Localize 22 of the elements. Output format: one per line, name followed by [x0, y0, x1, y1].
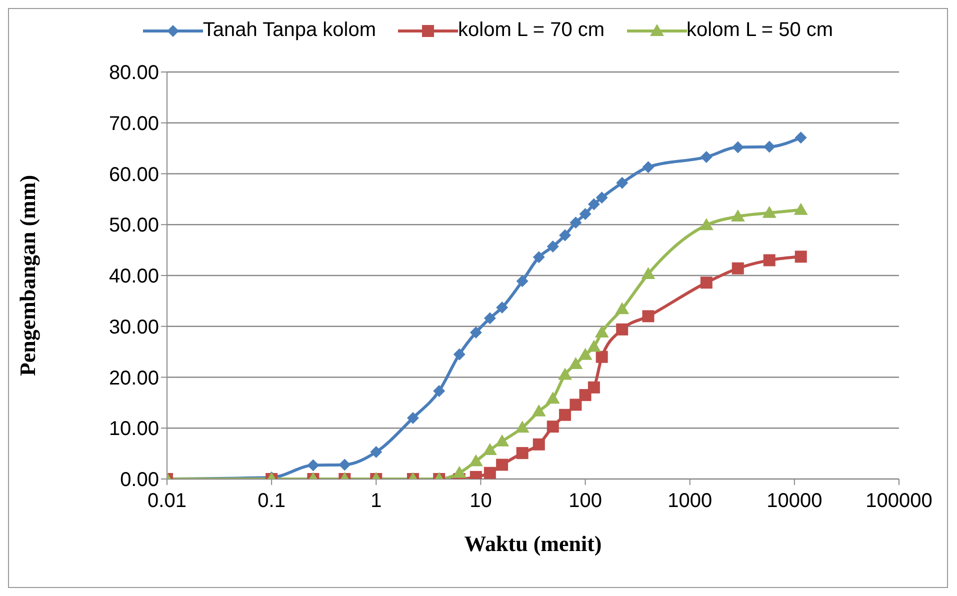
x-axis-title: Waktu (menit): [464, 531, 602, 556]
y-tick-label: 10.00: [108, 418, 159, 440]
y-tick-label: 30.00: [108, 316, 159, 338]
y-tick-label: 60.00: [108, 164, 159, 186]
y-tick-label: 20.00: [108, 367, 159, 390]
y-tick-label: 80.00: [108, 62, 159, 84]
y-tick-label: 0.00: [120, 469, 159, 492]
x-tick-label: 0.1: [258, 490, 286, 512]
y-tick-label: 50.00: [108, 214, 159, 237]
x-tick-label: 100: [568, 490, 602, 512]
legend-label: kolom L = 70 cm: [458, 19, 605, 42]
y-tick-label: 70.00: [108, 112, 159, 135]
x-tick-label: 10: [470, 490, 492, 512]
x-tick-label: 10000: [766, 490, 822, 512]
x-tick-label: 100000: [866, 490, 932, 512]
y-tick-label: 40.00: [108, 266, 159, 288]
x-tick-label: 1000: [668, 490, 712, 512]
x-tick-label: 0.01: [148, 490, 186, 512]
legend-label: Tanah Tanpa kolom: [202, 19, 376, 42]
x-tick-label: 1: [370, 490, 382, 512]
y-axis-title: Pengembangan (mm): [14, 174, 40, 376]
legend-label: kolom L = 50 cm: [686, 19, 834, 42]
